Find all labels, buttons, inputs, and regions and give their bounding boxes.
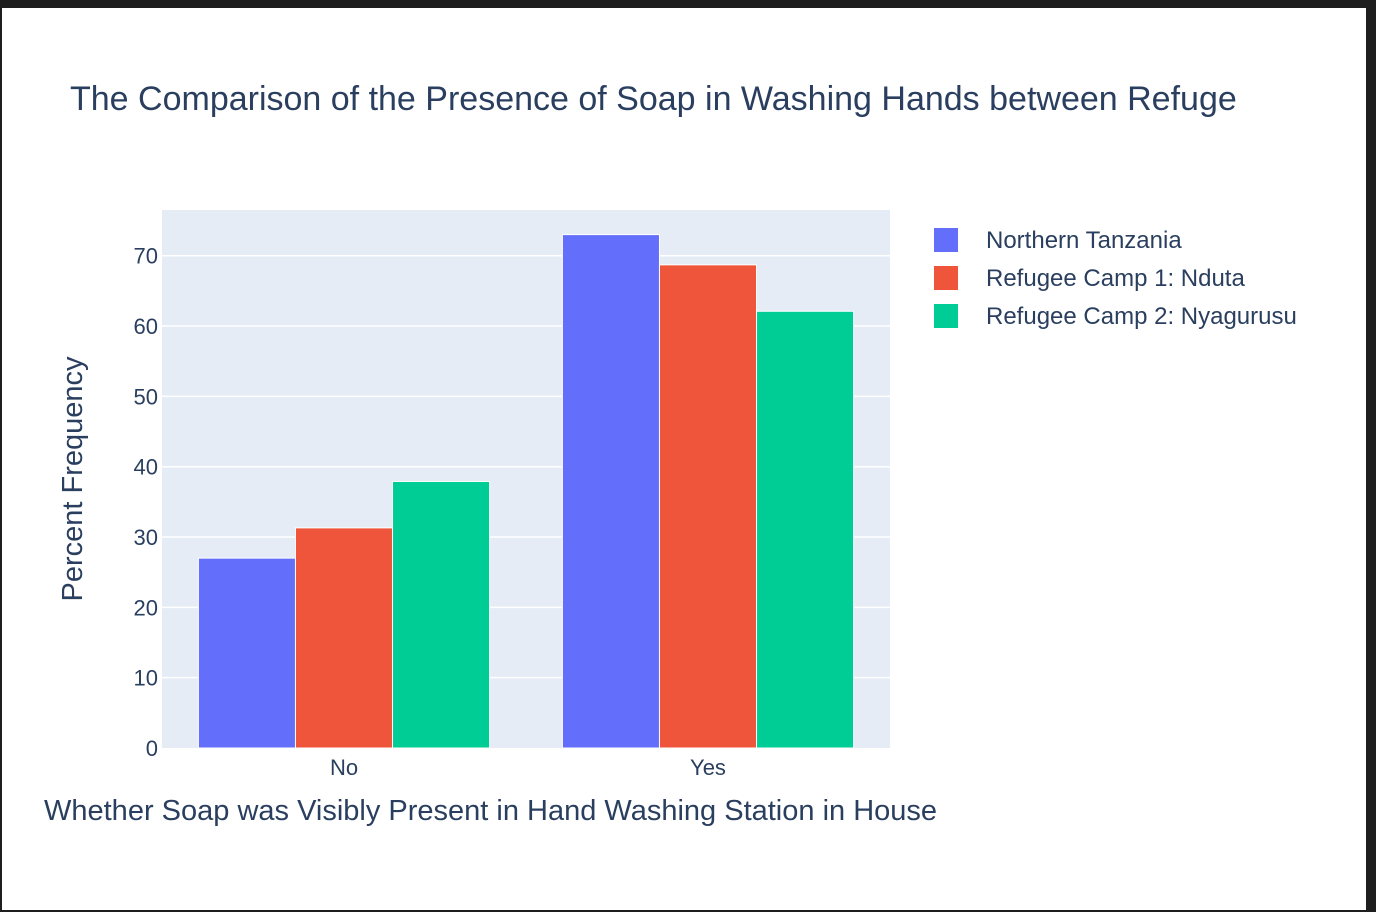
bar[interactable] bbox=[561, 234, 660, 749]
y-axis-ticks: 0 10 20 30 40 50 60 70 bbox=[134, 244, 158, 761]
legend-swatch bbox=[934, 266, 958, 290]
bars bbox=[197, 234, 855, 749]
y-tick-label: 70 bbox=[134, 244, 158, 269]
bar[interactable] bbox=[294, 527, 394, 749]
x-tick-label: Yes bbox=[690, 755, 726, 780]
x-tick-label: No bbox=[330, 755, 358, 780]
y-tick-label: 40 bbox=[134, 455, 158, 480]
legend-item[interactable]: Refugee Camp 1: Nduta bbox=[934, 265, 1245, 292]
legend-item[interactable]: Refugee Camp 2: Nyagurusu bbox=[934, 303, 1297, 330]
bar[interactable] bbox=[756, 310, 855, 749]
legend-swatch bbox=[934, 228, 958, 252]
x-axis-title: Whether Soap was Visibly Present in Hand… bbox=[44, 795, 937, 827]
legend-swatch bbox=[934, 304, 958, 328]
legend: Northern Tanzania Refugee Camp 1: Nduta Re… bbox=[934, 227, 1297, 330]
x-axis-ticks: No Yes bbox=[330, 755, 726, 780]
bar-chart: The Comparison of the Presence of Soap i… bbox=[44, 80, 1297, 827]
bar[interactable] bbox=[197, 557, 296, 749]
legend-label: Refugee Camp 2: Nyagurusu bbox=[986, 303, 1297, 330]
y-tick-label: 50 bbox=[134, 384, 158, 409]
y-tick-label: 60 bbox=[134, 314, 158, 339]
y-tick-label: 0 bbox=[146, 736, 158, 761]
legend-label: Northern Tanzania bbox=[986, 227, 1182, 254]
y-tick-label: 30 bbox=[134, 525, 158, 550]
legend-item[interactable]: Northern Tanzania bbox=[934, 227, 1182, 254]
bar[interactable] bbox=[392, 480, 491, 749]
y-axis-title: Percent Frequency bbox=[57, 356, 89, 602]
chart-title: The Comparison of the Presence of Soap i… bbox=[70, 80, 1237, 118]
legend-label: Refugee Camp 1: Nduta bbox=[986, 265, 1245, 292]
bar[interactable] bbox=[658, 264, 758, 749]
y-tick-label: 20 bbox=[134, 595, 158, 620]
chart-frame: The Comparison of the Presence of Soap i… bbox=[0, 8, 1366, 910]
y-tick-label: 10 bbox=[134, 666, 158, 691]
